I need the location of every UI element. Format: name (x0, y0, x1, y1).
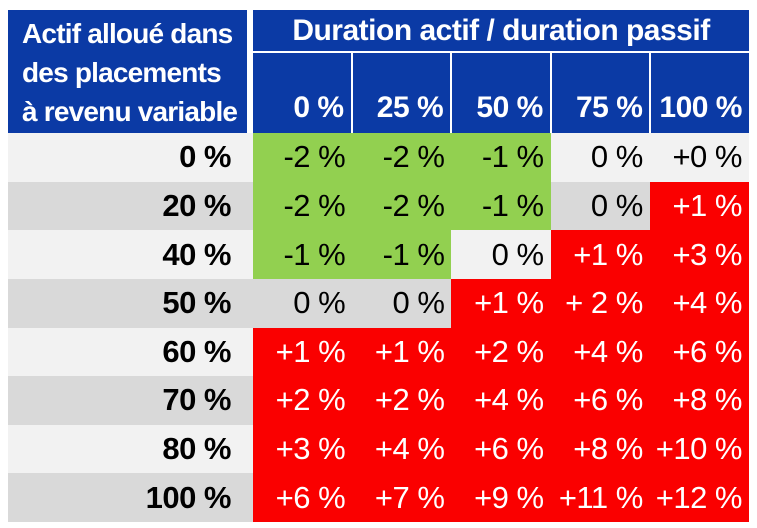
matrix-cell: +1 % (451, 278, 551, 328)
row-axis-title: Actif alloué dans des placements à reven… (8, 10, 247, 133)
matrix-cell: +12 % (649, 473, 749, 522)
matrix-cell: +0 % (649, 133, 749, 182)
row-label: 80 % (8, 424, 253, 474)
row-label: 60 % (8, 327, 253, 377)
column-group-title: Duration actif / duration passif (253, 10, 749, 53)
matrix-cell: 0 % (451, 230, 551, 279)
matrix-cell: +11 % (550, 473, 650, 522)
matrix-cell: -1 % (352, 230, 452, 279)
matrix-cell: +4 % (550, 327, 650, 377)
matrix-cell: + 2 % (550, 278, 650, 328)
matrix-cell: +4 % (649, 278, 749, 328)
matrix-cell: +9 % (451, 473, 551, 522)
column-label: 100 % (649, 53, 749, 133)
row-label: 70 % (8, 376, 253, 425)
matrix-cell: +2 % (253, 376, 353, 425)
matrix-body: 0 % -2 % -2 % -1 % 0 % +0 % 20 % -2 % -2 % -1 % 0 … (8, 133, 749, 522)
row-axis-title-line: à revenu variable (22, 96, 238, 127)
matrix-cell: +6 % (649, 327, 749, 377)
matrix-cell: +4 % (352, 424, 452, 474)
row-axis-title-line: Actif alloué dans (22, 18, 233, 49)
column-label: 75 % (549, 53, 650, 133)
matrix-cell: -2 % (253, 181, 353, 231)
row-label: 20 % (8, 181, 253, 231)
row-label: 0 % (8, 133, 253, 182)
matrix-cell: +7 % (352, 473, 452, 522)
row-label: 40 % (8, 230, 253, 279)
matrix-cell: 0 % (550, 133, 650, 182)
matrix-cell: +2 % (451, 327, 551, 377)
matrix-cell: -1 % (451, 133, 551, 182)
column-labels-row: 0 % 25 % 50 % 75 % 100 % (253, 53, 749, 133)
matrix-cell: -1 % (451, 181, 551, 231)
column-group-header: Duration actif / duration passif 0 % 25 %… (253, 10, 749, 133)
matrix-cell: -2 % (352, 133, 452, 182)
matrix-cell: +8 % (550, 424, 650, 474)
matrix-cell: +10 % (649, 424, 749, 474)
matrix-cell: +6 % (550, 376, 650, 425)
matrix-cell: 0 % (253, 278, 353, 328)
matrix-cell: +6 % (253, 473, 353, 522)
row-label: 50 % (8, 278, 253, 328)
matrix-cell: 0 % (352, 278, 452, 328)
matrix-cell: -2 % (253, 133, 353, 182)
column-label: 0 % (293, 91, 344, 124)
column-label: 50 % (450, 53, 550, 133)
matrix-cell: +1 % (253, 327, 353, 377)
matrix-cell: +2 % (352, 376, 452, 425)
row-axis-title-line: des placements (22, 57, 222, 88)
matrix-cell: +8 % (649, 376, 749, 425)
matrix-cell: +6 % (451, 424, 551, 474)
matrix-cell: +3 % (253, 424, 353, 474)
matrix-cell: +3 % (649, 230, 749, 279)
matrix-cell: +1 % (649, 181, 749, 231)
matrix-cell: -1 % (253, 230, 353, 279)
matrix-cell: 0 % (550, 181, 650, 231)
matrix-cell: +4 % (451, 376, 551, 425)
matrix-cell: +1 % (352, 327, 452, 377)
column-label: 25 % (350, 53, 451, 133)
row-label: 100 % (8, 473, 253, 522)
matrix-cell: +1 % (550, 230, 650, 279)
matrix-cell: -2 % (352, 181, 452, 231)
